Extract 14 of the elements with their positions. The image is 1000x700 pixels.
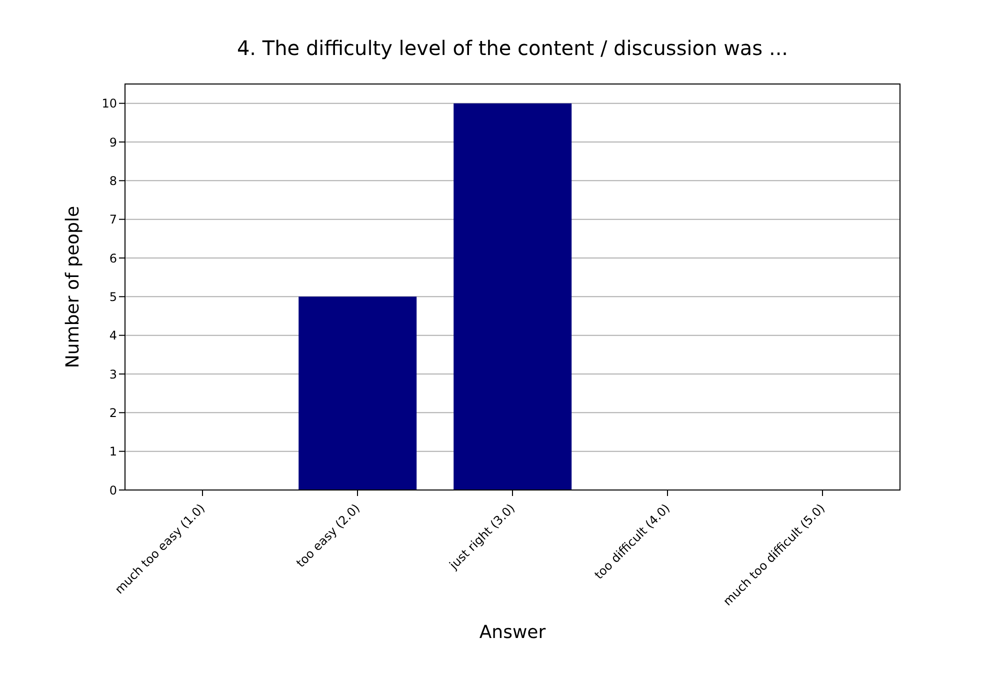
y-tick-label: 0 xyxy=(109,483,117,498)
y-tick-label: 9 xyxy=(109,135,117,150)
y-tick-label: 8 xyxy=(109,174,117,188)
y-tick-label: 2 xyxy=(109,406,117,420)
y-tick-label: 7 xyxy=(109,212,117,227)
y-tick-label: 3 xyxy=(109,367,117,382)
y-tick-label: 5 xyxy=(109,290,117,304)
x-axis-title: Answer xyxy=(479,622,546,643)
y-tick-label: 6 xyxy=(109,251,117,266)
y-axis-title: Number of people xyxy=(62,206,84,368)
y-tick-label: 1 xyxy=(109,444,117,459)
y-tick-label: 10 xyxy=(102,96,117,111)
chart-title: 4. The difficulty level of the content / discussion was ... xyxy=(236,36,790,60)
y-tick-label: 4 xyxy=(109,328,117,343)
